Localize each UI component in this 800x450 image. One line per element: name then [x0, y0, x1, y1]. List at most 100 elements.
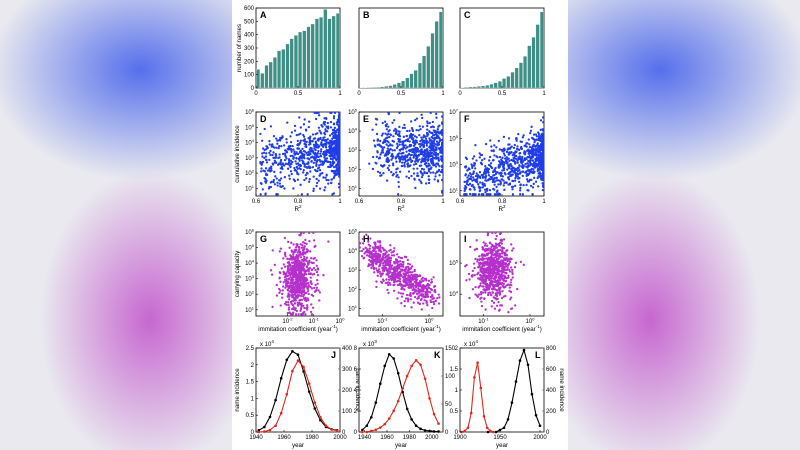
scatter-point — [305, 151, 308, 155]
scatter-point — [419, 171, 423, 174]
scatter-point — [502, 257, 506, 260]
y-tick-label: 106 — [245, 228, 255, 237]
scatter-point — [418, 133, 421, 137]
scatter-point — [382, 253, 385, 257]
series-point-left — [285, 358, 289, 362]
x-axis-label: R2 — [295, 204, 302, 213]
scatter-point — [427, 141, 430, 144]
scatter-point — [408, 271, 412, 274]
x-axis-label-sup: -1 — [332, 324, 336, 329]
scatter-point — [479, 176, 482, 180]
scatter-point — [399, 260, 402, 263]
left-scale-label-base: x 10 — [260, 342, 272, 348]
scatter-point — [513, 179, 517, 182]
scatter-point — [492, 247, 496, 250]
scatter-point — [507, 157, 510, 160]
scatter-point — [434, 290, 437, 294]
scatter-point — [325, 141, 328, 144]
scatter-point — [395, 129, 398, 132]
scatter-point — [310, 303, 313, 306]
scatter-point — [378, 171, 382, 175]
scatter-point — [519, 147, 523, 150]
scatter-point — [336, 120, 339, 124]
series-point-right — [319, 416, 322, 419]
panel-frame — [358, 7, 444, 89]
scatter-point — [432, 164, 435, 167]
scatter-point — [307, 162, 310, 165]
scatter-point — [303, 310, 306, 314]
scatter-point — [427, 168, 431, 171]
y-tick-label: 102 — [348, 285, 358, 294]
scatter-point — [413, 135, 417, 138]
scatter-point — [493, 271, 496, 275]
scatter-point — [306, 157, 309, 160]
scatter-point — [371, 167, 375, 171]
scatter-point — [296, 293, 300, 297]
scatter-point — [284, 255, 287, 258]
scatter-point — [387, 278, 391, 281]
tick-base: 10 — [245, 171, 252, 177]
tick-exponent: 2 — [252, 290, 255, 295]
scatter-point — [433, 178, 436, 181]
scatter-point — [338, 164, 341, 167]
scatter-point — [309, 276, 312, 279]
scatter-point — [278, 250, 281, 253]
scatter-point — [286, 269, 290, 272]
scatter-point — [422, 136, 425, 139]
scatter-point — [265, 145, 269, 148]
scatter-point — [396, 155, 400, 158]
scatter-point — [408, 268, 411, 271]
left-y-tick-label: 2.5 — [246, 346, 255, 352]
scatter-point — [530, 155, 534, 158]
scatter-point — [284, 155, 287, 158]
scatter-point — [315, 264, 318, 267]
scatter-point — [283, 152, 287, 155]
tick-exponent: 1 — [355, 184, 358, 189]
scatter-point — [420, 152, 423, 156]
scatter-point — [270, 165, 273, 168]
scatter-point — [298, 298, 302, 302]
scatter-point — [285, 280, 288, 283]
scatter-point — [421, 125, 425, 128]
scatter-point — [498, 148, 502, 151]
scatter-point — [287, 240, 290, 244]
scatter-point — [425, 154, 429, 158]
series-point-right — [307, 382, 311, 386]
panel-label-C: C — [464, 10, 471, 20]
scatter-point — [327, 240, 330, 243]
histogram-bar — [256, 69, 261, 89]
scatter-point — [301, 287, 304, 291]
scatter-point — [507, 311, 510, 314]
scatter-point — [273, 183, 277, 186]
scatter-point — [500, 240, 503, 243]
scatter-point — [524, 162, 527, 166]
scatter-point — [488, 241, 492, 245]
scatter-point — [471, 288, 475, 291]
scatter-point — [329, 161, 332, 164]
scatter-point — [299, 261, 303, 264]
scatter-point — [438, 132, 441, 135]
scatter-point — [521, 193, 525, 196]
scatter-point — [316, 278, 319, 282]
scatter-point — [414, 273, 417, 276]
scatter-point — [368, 162, 371, 165]
scatter-point — [500, 242, 504, 245]
scatter-point — [358, 242, 361, 245]
scatter-point — [301, 276, 304, 280]
scatter-point — [290, 288, 293, 292]
scatter-point — [319, 152, 322, 155]
scatter-point — [385, 128, 389, 131]
scatter-point — [324, 144, 327, 147]
tick-exponent: 4 — [456, 290, 459, 295]
scatter-point — [478, 181, 482, 184]
panel-label-H: H — [363, 234, 370, 244]
scatter-point — [526, 166, 529, 169]
scatter-point — [400, 302, 403, 305]
scatter-point — [288, 246, 291, 249]
scatter-point — [404, 156, 407, 159]
scatter-point — [439, 151, 442, 154]
scatter-point — [522, 134, 525, 137]
scatter-point — [432, 297, 436, 300]
scatter-point — [494, 260, 498, 263]
